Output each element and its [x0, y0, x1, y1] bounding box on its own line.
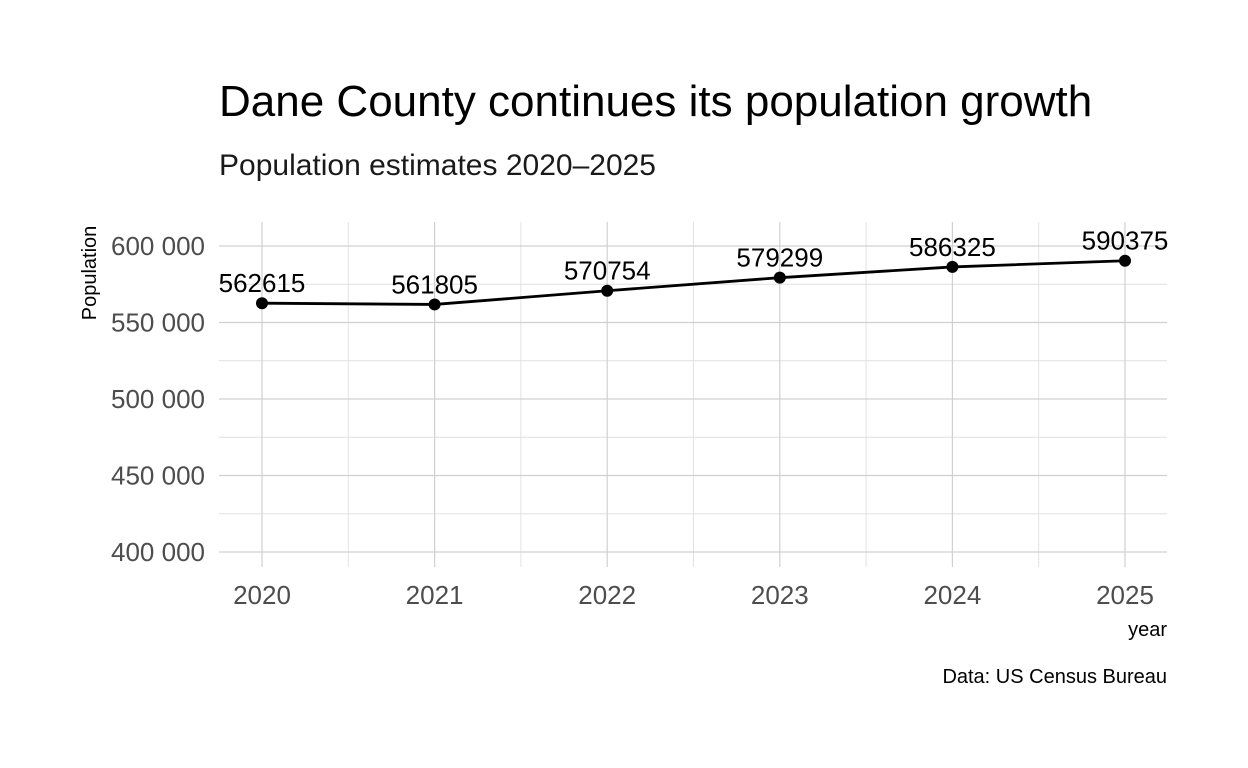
data-point	[256, 297, 268, 310]
data-label: 590375	[1082, 226, 1169, 256]
y-tick-label: 500 000	[111, 384, 205, 414]
x-tick-label: 2023	[751, 580, 809, 610]
data-label: 579299	[736, 243, 823, 273]
population-line	[261, 259, 1126, 306]
chart-title: Dane County continues its population gro…	[219, 77, 1092, 126]
data-label: 561805	[391, 269, 478, 299]
data-point	[946, 260, 959, 273]
chart-subtitle: Population estimates 2020–2025	[219, 149, 656, 182]
data-labels: 562615 561805 570754 579299 586325 590375	[219, 226, 1169, 300]
data-point	[1119, 254, 1131, 267]
x-tick-label: 2021	[406, 580, 464, 610]
chart-caption: Data: US Census Bureau	[942, 666, 1167, 688]
y-tick-label: 450 000	[111, 461, 205, 491]
y-axis-ticks: 400 000 450 000 500 000 550 000 600 000	[111, 231, 205, 567]
series-population	[256, 254, 1131, 311]
x-axis-title: year	[1128, 619, 1167, 641]
y-tick-label: 400 000	[111, 537, 205, 567]
y-axis-title: Population	[79, 226, 101, 321]
y-tick-label: 600 000	[111, 231, 205, 261]
data-label: 586325	[909, 232, 996, 262]
data-label: 570754	[564, 256, 651, 286]
x-tick-label: 2024	[923, 580, 981, 610]
x-tick-label: 2022	[578, 580, 636, 610]
x-tick-label: 2020	[233, 580, 291, 610]
data-label: 562615	[219, 268, 306, 298]
x-axis-ticks: 2020 2021 2022 2023 2024 2025	[233, 580, 1154, 610]
x-tick-label: 2025	[1096, 580, 1154, 610]
data-point	[428, 298, 441, 311]
data-point	[773, 271, 786, 284]
grid	[219, 222, 1167, 567]
y-tick-label: 550 000	[111, 308, 205, 338]
data-point	[601, 284, 614, 297]
